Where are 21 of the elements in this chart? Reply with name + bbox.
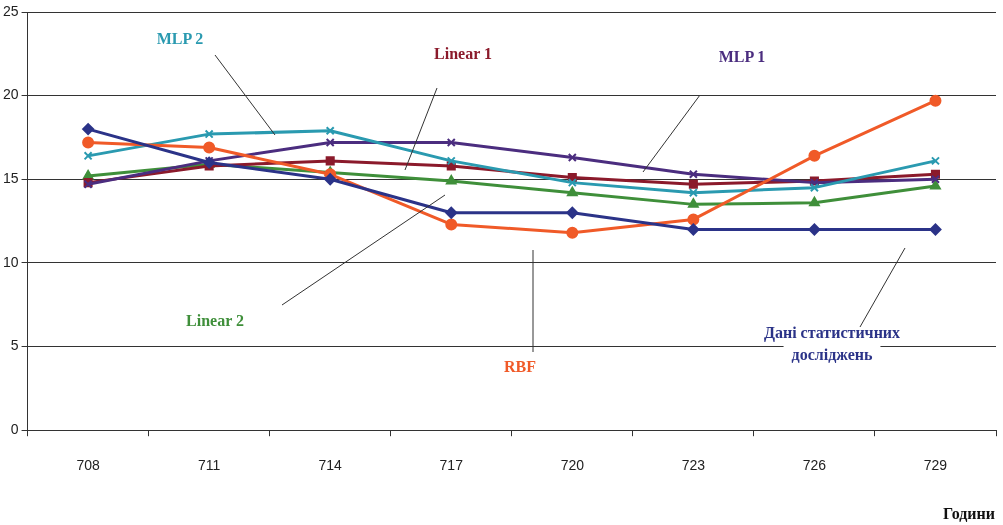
- x-axis-title: Години: [942, 505, 995, 523]
- text: RBF: [504, 358, 537, 376]
- text: MLP 2: [156, 30, 204, 48]
- y-tick-label: 20: [2, 86, 19, 103]
- y-tick-label: 0: [10, 421, 19, 438]
- x-tick-label: 714: [318, 457, 343, 474]
- text: Linear 2: [186, 312, 244, 330]
- x-tick-label: 711: [197, 457, 221, 474]
- y-tick-label: 15: [2, 170, 19, 187]
- x-tick-label: 717: [439, 457, 464, 474]
- y-tick-label: 10: [2, 253, 19, 270]
- text: Дані статистичних досліджень: [763, 324, 901, 364]
- x-tick-label: 708: [76, 457, 100, 474]
- y-tick-label: 5: [10, 337, 19, 354]
- y-tick-label: 25: [2, 2, 19, 19]
- x-tick-label: 726: [802, 457, 827, 474]
- x-tick-label: 723: [681, 457, 706, 474]
- x-tick-label: 720: [560, 457, 585, 474]
- text: Linear 1: [434, 45, 492, 63]
- x-tick-label: 729: [923, 457, 948, 474]
- text: MLP 1: [718, 48, 766, 66]
